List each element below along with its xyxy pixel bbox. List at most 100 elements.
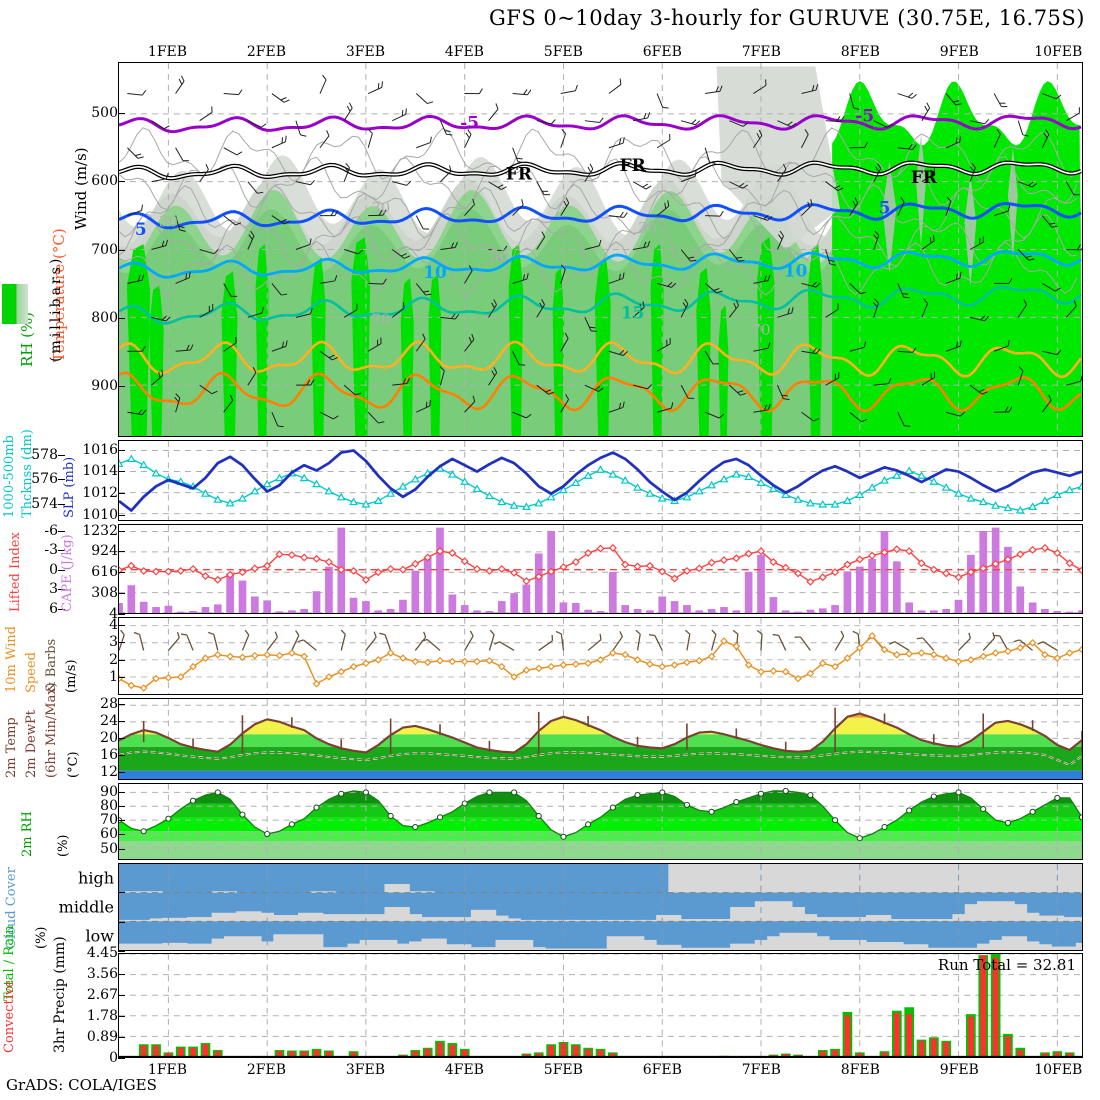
y-tick [118, 530, 125, 532]
y-tick-label: 12 [100, 764, 118, 781]
footer-credit: GrADS: COLA/IGES [6, 1076, 157, 1094]
y-tick [118, 449, 125, 451]
axis-caption: 2m DewPt [24, 710, 39, 778]
lifted-index-cape-panel [118, 524, 1083, 614]
wind10m-plot [119, 618, 1082, 694]
y-tick-label: 3.56 [86, 966, 118, 982]
lifted-index-cape-plot [119, 525, 1082, 613]
date-tick: 6FEB [642, 44, 682, 60]
y-tick-label: 1012 [82, 484, 118, 501]
axis-caption: 1000-500mb [2, 435, 17, 518]
precip-panel: Run Total = 32.81 [118, 953, 1083, 1058]
y-tick-label: 308 [91, 585, 118, 602]
y-tick [118, 820, 125, 822]
axis-caption: 3hr Precip (mm) [52, 936, 68, 1053]
y-tick-label: 1014 [82, 463, 118, 480]
y-tick-label: 3 [109, 634, 118, 651]
y-tick-label: 0 [109, 1050, 118, 1066]
run-total-label: Run Total = 32.81 [937, 956, 1076, 974]
rh2m-plot [119, 784, 1082, 859]
rh-legend-swatch [2, 284, 28, 324]
lifted-index-cape-y-axis: -6 -3 0 3 6 1232 924 616 308 4 Lifted Index CAPE (J… [0, 522, 125, 622]
y-tick [58, 454, 65, 456]
contour-label: -5 [855, 106, 874, 126]
date-tick: 7FEB [741, 44, 781, 60]
axis-caption: (m/s) [64, 659, 79, 693]
y-tick [118, 704, 125, 706]
y-tick [118, 974, 125, 975]
y-tick [118, 995, 125, 996]
wind10m-panel [118, 617, 1083, 695]
axis-caption: (millibars) [48, 255, 64, 362]
y-tick [118, 738, 125, 740]
y-tick [118, 1016, 125, 1017]
y-tick-label: 16 [100, 747, 118, 764]
y-tick-label: 800 [91, 309, 118, 326]
thickness-slp-y-axis: 578 576 574 1016 1014 1012 1010 1000-500mb Thckn… [0, 429, 125, 523]
contour-label: 10 [423, 262, 447, 282]
y-tick [118, 1058, 125, 1059]
contour-label: 70 [751, 321, 770, 339]
y-tick [118, 181, 125, 183]
date-tick: 10FEB [1034, 44, 1083, 60]
y-tick [118, 572, 125, 574]
y-tick-label: -6 [44, 522, 58, 539]
cloud-cover-plot [119, 864, 1082, 950]
y-tick [118, 613, 125, 615]
rh2m-y-axis: 50 60 70 80 90 2m RH (%) [0, 783, 125, 860]
axis-caption: Thcknss (dm) [20, 429, 35, 518]
y-tick [118, 593, 125, 595]
axis-caption: 10m Wind [4, 626, 19, 693]
axis-caption: Speed [24, 652, 39, 693]
contour-label: 5 [879, 197, 891, 217]
temp2m-y-axis: 12 16 20 24 28 2m Temp 2m DewPt (6hr Min/Max) (°… [0, 682, 125, 781]
y-tick [118, 805, 125, 807]
precip-y-axis: 0 0.89 1.78 2.67 3.56 4.45 Total / Rain Convect… [0, 925, 125, 1066]
cloud-row-label: middle [58, 897, 114, 917]
axis-caption: 2m Temp [4, 717, 19, 778]
upper-air-plot: -5 -5 FR FR FR 5 5 10 10 15 30 30 30 50 70 70 [119, 63, 1082, 436]
y-tick [118, 677, 125, 679]
y-tick [118, 249, 125, 251]
axis-caption: (°C) [66, 751, 81, 778]
y-tick-label: 924 [91, 543, 118, 560]
date-tick: 3FEB [345, 44, 385, 60]
y-tick-label: 4 [109, 616, 118, 633]
contour-label: 30 [371, 199, 390, 217]
y-tick-label: 20 [100, 730, 118, 747]
axis-caption: Wind (m/s) [72, 147, 90, 230]
y-tick [118, 471, 125, 473]
y-tick [118, 642, 125, 644]
date-tick: 2FEB [246, 44, 287, 60]
y-tick-label: 0.89 [86, 1029, 118, 1045]
contour-label: 30 [159, 212, 178, 230]
cloud-cover-y-axis: high middle low Cloud Cover (%) [0, 863, 125, 952]
y-tick [118, 921, 125, 923]
y-tick-label: 4.45 [86, 945, 118, 961]
date-tick: 3FEB [345, 1062, 385, 1078]
date-tick: 7FEB [741, 1062, 781, 1078]
y-tick-label: 6 [49, 600, 58, 617]
date-tick: 8FEB [840, 1062, 880, 1078]
date-tick: 4FEB [444, 44, 484, 60]
thickness-slp-panel [118, 440, 1083, 521]
date-tick: 1FEB [147, 1062, 188, 1078]
y-tick-label: 1232 [82, 522, 118, 539]
y-tick-label: 60 [100, 826, 118, 843]
upper-air-y-axis: 500 600 700 800 900 Wind (m/s) Temperature (°C… [0, 62, 125, 437]
axis-caption: (%) [56, 834, 71, 858]
y-tick [58, 569, 65, 571]
y-tick [118, 492, 125, 494]
y-tick [118, 1037, 125, 1038]
y-tick-label: 500 [91, 105, 118, 122]
y-tick-label: 80 [100, 797, 118, 814]
cloud-row-label: high [78, 868, 114, 888]
y-tick-label: -3 [44, 542, 58, 559]
y-tick-label: 2 [109, 651, 118, 668]
date-tick: 2FEB [246, 1062, 287, 1078]
y-tick [118, 721, 125, 723]
date-tick: 6FEB [642, 1062, 682, 1078]
axis-caption: CAPE (J/kg) [60, 534, 75, 612]
contour-label: FR [911, 167, 938, 187]
axis-caption: SLP (mb) [62, 456, 77, 518]
